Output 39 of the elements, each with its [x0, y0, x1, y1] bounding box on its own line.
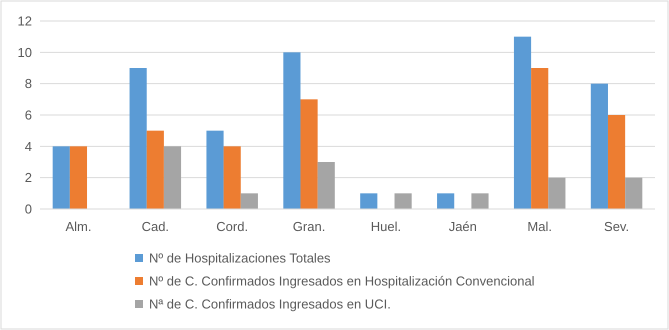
legend-label: Nª de C. Confirmados Ingresados en UCI.	[149, 296, 391, 312]
bar	[514, 36, 532, 209]
bar	[224, 146, 241, 209]
bar	[300, 99, 318, 209]
y-tick-label: 4	[24, 138, 32, 154]
legend-label: Nº de C. Confirmados Ingresados en Hospitalización Convencional	[149, 274, 535, 289]
bar	[590, 84, 608, 209]
bar	[437, 193, 454, 209]
bar	[164, 146, 182, 209]
bar	[394, 193, 412, 209]
x-tick-label: Sev.	[604, 219, 630, 234]
y-tick-label: 6	[24, 108, 32, 123]
bar	[146, 130, 164, 209]
bar	[206, 130, 224, 209]
bar	[548, 178, 566, 209]
bar	[608, 115, 626, 209]
legend-label: Nº de Hospitalizaciones Totales	[149, 250, 332, 266]
x-tick-label: Jaén	[448, 219, 477, 234]
bar	[240, 193, 258, 209]
y-tick-label: 8	[24, 76, 32, 92]
x-tick-label: Alm.	[65, 219, 92, 234]
x-tick-label: Gran.	[292, 219, 326, 234]
bar	[471, 193, 489, 209]
bar	[283, 52, 300, 209]
bar	[625, 178, 642, 209]
y-tick-label: 10	[18, 44, 32, 60]
bar	[70, 146, 88, 209]
x-tick-label: Cord.	[216, 219, 248, 234]
bar	[130, 68, 147, 209]
bar	[531, 68, 548, 209]
bar	[318, 162, 335, 209]
x-tick-label: Huel.	[370, 219, 402, 234]
bar	[52, 146, 70, 209]
y-tick-label: 12	[18, 14, 32, 29]
bar	[360, 193, 378, 209]
x-tick-label: Cad.	[142, 219, 170, 234]
y-tick-label: 2	[24, 170, 32, 186]
y-tick-label: 0	[24, 202, 32, 217]
x-tick-label: Mal.	[527, 219, 552, 234]
